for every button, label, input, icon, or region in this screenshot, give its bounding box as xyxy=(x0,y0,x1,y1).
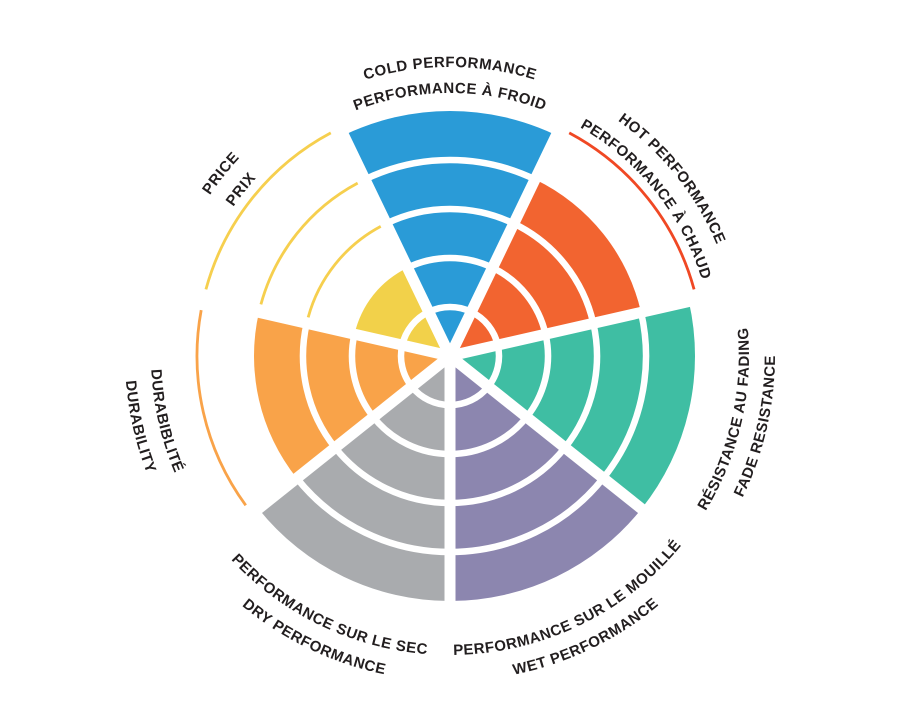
sector-dry-ring-divider-2 xyxy=(370,415,451,458)
sector-cold-ring-divider-4 xyxy=(363,156,537,183)
sector-hot-ring-divider-2 xyxy=(491,264,549,335)
sector-price-level-5-arc xyxy=(204,131,332,290)
sector-fade-ring-divider-2 xyxy=(524,333,552,420)
sector-gap-spoke-5 xyxy=(244,351,454,522)
sector-gap-spoke-1 xyxy=(445,121,567,359)
sector-hot-level-5-arc xyxy=(568,131,696,290)
sector-gap-spoke-2 xyxy=(448,293,703,362)
sector-gap-spokes xyxy=(197,121,703,614)
sector-wet-ring-divider-3 xyxy=(449,445,568,507)
sector-cold-wedge xyxy=(343,110,557,356)
sector-wet-ring-divider-2 xyxy=(449,415,530,458)
sector-cold-ring-divider-3 xyxy=(384,205,516,227)
sector-price-level-4-arc xyxy=(259,181,359,305)
sector-gap-spoke-0 xyxy=(333,121,455,359)
sector-hot-label-outer: HOT PERFORMANCE xyxy=(615,110,728,246)
sector-cold-label-outer: COLD PERFORMANCE xyxy=(361,54,538,84)
sector-wet-ring-divider-4 xyxy=(449,476,606,556)
sector-gap-spoke-6 xyxy=(197,293,452,362)
sector-fade-ring-divider-4 xyxy=(600,311,650,481)
sector-price-wedge xyxy=(354,267,450,356)
sector-durability-ring-divider-2 xyxy=(348,333,376,420)
sector-cold-ring-divider-2 xyxy=(406,254,494,271)
sector-price-level-3-arc xyxy=(306,225,382,318)
sector-fade-wedge xyxy=(450,301,696,509)
sector-wet-wedge xyxy=(450,356,642,601)
unfilled-level-arcs xyxy=(195,131,696,507)
sector-dry-wedge xyxy=(258,356,450,601)
sector-hot-ring-divider-3 xyxy=(512,220,597,325)
sector-cold-label-inner: PERFORMANCE À FROID xyxy=(351,80,549,114)
sector-dry-ring-divider-3 xyxy=(332,445,451,507)
sector-fade-ring-divider-3 xyxy=(562,322,601,450)
sector-dry-ring-divider-4 xyxy=(294,476,451,556)
sector-durability-level-5-arc xyxy=(195,309,247,507)
sector-gap-spoke-3 xyxy=(446,351,656,522)
sector-durability-ring-divider-3 xyxy=(299,322,338,450)
